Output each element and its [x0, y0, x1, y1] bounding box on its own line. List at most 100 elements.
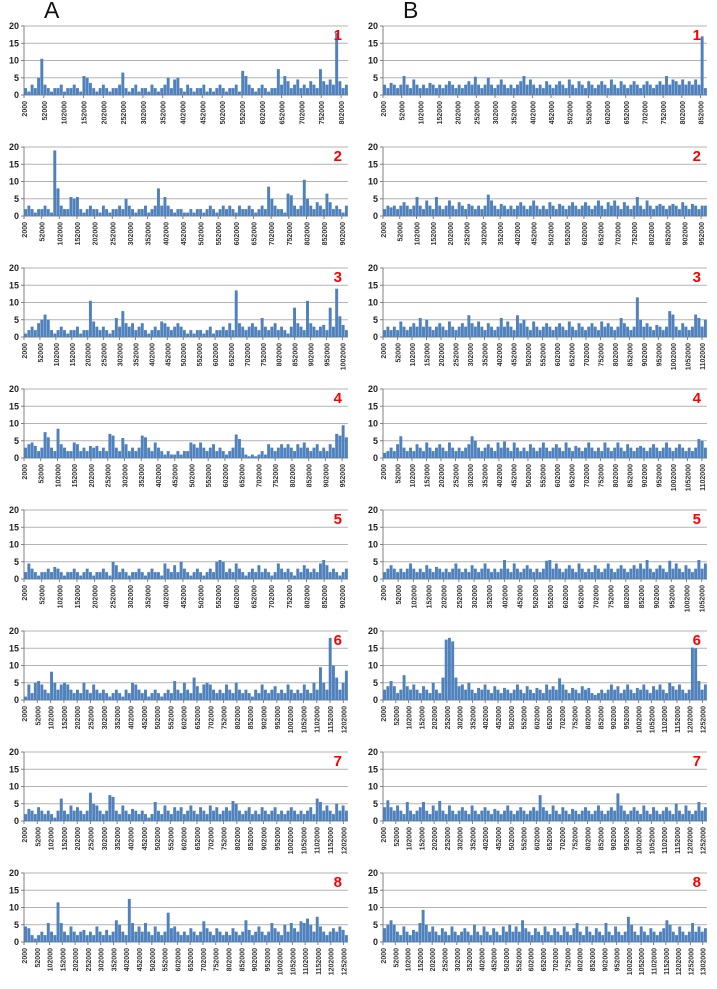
bar — [538, 572, 542, 579]
bar — [169, 928, 173, 942]
bar — [681, 79, 685, 96]
bar — [72, 568, 76, 579]
bar — [111, 435, 115, 459]
bar — [237, 439, 241, 458]
bar — [328, 202, 332, 216]
bar — [412, 79, 416, 96]
bar — [189, 209, 193, 216]
bar — [567, 447, 571, 458]
bar — [662, 928, 666, 942]
x-tick-label: 902000 — [611, 706, 618, 729]
bar — [525, 209, 529, 216]
bar — [525, 814, 529, 821]
bar — [613, 447, 617, 458]
bar — [470, 436, 474, 458]
x-tick-label: 302000 — [118, 343, 125, 366]
bar — [684, 805, 688, 822]
bar — [703, 684, 707, 701]
bar — [571, 568, 575, 579]
bar — [418, 568, 422, 579]
bar — [312, 814, 316, 821]
y-tick-label: 5 — [373, 194, 378, 204]
bar — [447, 321, 451, 338]
bar — [600, 81, 604, 95]
bar — [703, 88, 707, 95]
x-tick-label: 652000 — [240, 464, 247, 487]
x-tick-label: 902000 — [262, 706, 269, 729]
bar — [75, 572, 79, 579]
bar — [118, 451, 122, 458]
bar — [173, 926, 177, 943]
bar — [166, 77, 170, 95]
bar — [639, 926, 643, 943]
bar — [179, 807, 183, 821]
bar — [270, 326, 274, 337]
x-tick-label: 402000 — [483, 827, 490, 850]
bar — [205, 451, 209, 458]
bar — [163, 805, 167, 822]
bar — [464, 326, 468, 337]
bar — [182, 451, 186, 458]
bar — [88, 792, 92, 821]
bar — [596, 693, 600, 700]
x-tick-label: 702000 — [245, 343, 252, 366]
x-tick-label: 952000 — [340, 464, 347, 487]
y-tick-label: 10 — [368, 56, 378, 66]
bar — [687, 931, 691, 942]
bar — [153, 689, 157, 700]
bar — [396, 805, 400, 822]
bar — [564, 810, 568, 821]
bar — [668, 84, 672, 95]
bar — [639, 88, 643, 95]
x-tick-label: 1002000 — [637, 706, 644, 733]
bar — [212, 209, 216, 216]
bar — [302, 684, 306, 701]
bar — [486, 568, 490, 579]
bar — [694, 205, 698, 216]
bar — [632, 693, 636, 700]
bar — [671, 451, 675, 458]
bar — [260, 205, 264, 216]
chart-B1: 0 5 10 15 20 2000 52000 102000 152000 202000 25200… — [359, 21, 715, 142]
x-tick-label: 552000 — [522, 827, 529, 850]
x-tick-label: 502000 — [509, 706, 516, 729]
bar — [341, 682, 345, 700]
bar — [508, 924, 512, 942]
x-tick-label: 802000 — [613, 343, 620, 366]
bar — [208, 684, 212, 701]
bar — [600, 451, 604, 458]
bar — [652, 88, 656, 95]
bar — [46, 88, 50, 95]
bar — [95, 926, 99, 943]
bar — [606, 689, 610, 700]
bar — [697, 439, 701, 458]
bar — [616, 205, 620, 216]
bar — [69, 689, 73, 700]
bar — [166, 912, 170, 942]
bar — [124, 572, 128, 579]
bar — [40, 209, 44, 216]
x-tick-label: 702000 — [208, 706, 215, 729]
bar — [655, 568, 659, 579]
bar — [571, 687, 575, 700]
bar — [456, 935, 460, 942]
x-tick-label: 602000 — [234, 222, 241, 245]
bar — [392, 924, 396, 942]
bar — [645, 81, 649, 95]
bar — [383, 452, 387, 458]
bar — [566, 931, 569, 942]
bar — [415, 810, 419, 821]
bar — [306, 300, 309, 337]
bar — [561, 572, 565, 579]
bar — [82, 76, 86, 95]
bar — [69, 572, 73, 579]
bar — [289, 88, 293, 95]
bar — [66, 814, 70, 821]
bar — [645, 560, 649, 579]
bar — [440, 928, 444, 942]
bar — [270, 575, 274, 579]
bar — [247, 929, 251, 942]
bar — [166, 205, 170, 216]
bar — [134, 84, 138, 95]
bar — [687, 209, 691, 216]
